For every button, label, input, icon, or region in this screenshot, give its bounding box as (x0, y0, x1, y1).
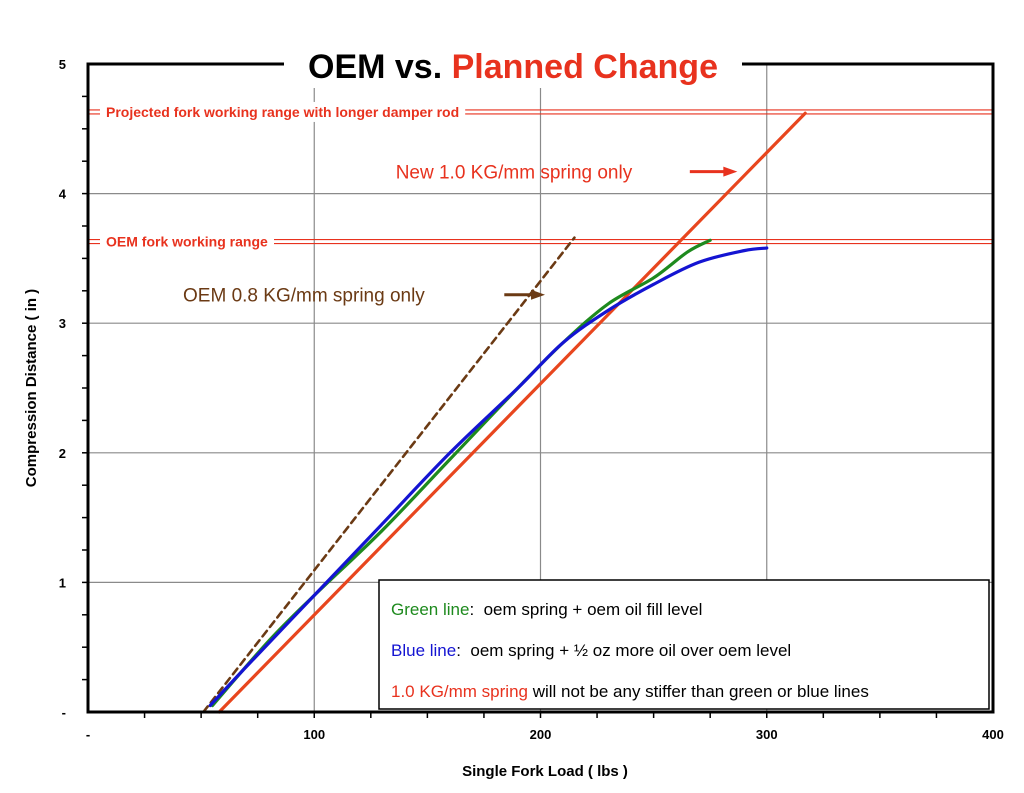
title-part-oem: OEM vs. (308, 48, 452, 86)
annotation-label: OEM 0.8 KG/mm spring only (183, 286, 425, 307)
title-background (284, 42, 742, 88)
annotations: New 1.0 KG/mm spring only OEM 0.8 KG/mm s… (183, 163, 738, 307)
reference-lines: Projected fork working range with longer… (88, 101, 993, 252)
y-tick-label: 4 (59, 187, 67, 202)
series-lines (202, 111, 807, 714)
y-tick-label: 2 (59, 446, 66, 461)
legend-box (378, 579, 990, 710)
legend-entry-blue: Blue line: oem spring + ½ oz more oil ov… (391, 641, 791, 660)
annotation-label: New 1.0 KG/mm spring only (396, 163, 633, 184)
chart-title: OEM vs. Planned Change (308, 48, 718, 86)
reference-label-background (100, 101, 466, 122)
x-tick-label: 200 (530, 727, 552, 742)
annotation-arrow-head (531, 289, 546, 300)
x-axis-title: Single Fork Load ( lbs ) (462, 763, 628, 780)
legend-entry-blue-text: : oem spring + ½ oz more oil over oem le… (456, 641, 791, 660)
legend-entry-red: 1.0 KG/mm spring will not be any stiffer… (391, 682, 869, 701)
axis-ticks: - 100 200 300 400 - 1 2 3 4 5 (59, 57, 1004, 742)
reference-line-label: Projected fork working range with longer… (106, 104, 459, 120)
x-tick-label: 300 (756, 727, 778, 742)
x-tick-label: - (86, 727, 90, 742)
y-tick-label: - (62, 705, 66, 720)
legend-entry-green-text: : oem spring + oem oil fill level (469, 600, 702, 619)
series-line (217, 111, 807, 714)
legend-entry-green: Green line: oem spring + oem oil fill le… (391, 600, 702, 619)
series-line (202, 236, 576, 714)
legend-entry-red-label: 1.0 KG/mm spring (391, 682, 528, 701)
reference-line-label: OEM fork working range (106, 234, 268, 250)
reference-label-background (100, 231, 275, 252)
legend-entry-red-text: will not be any stiffer than green or bl… (528, 682, 869, 701)
x-tick-label: 400 (982, 727, 1004, 742)
y-axis-title: Compression Distance ( in ) (23, 289, 40, 487)
series-line (208, 246, 769, 708)
x-tick-label: 100 (303, 727, 325, 742)
title-part-planned: Planned Change (452, 48, 718, 86)
legend: Green line: oem spring + oem oil fill le… (378, 579, 990, 710)
y-tick-label: 5 (59, 57, 66, 72)
legend-entry-green-label: Green line (391, 600, 469, 619)
legend-entry-blue-label: Blue line (391, 641, 456, 660)
y-tick-label: 3 (59, 316, 66, 331)
annotation-arrow-head (723, 166, 738, 177)
y-tick-label: 1 (59, 575, 66, 590)
